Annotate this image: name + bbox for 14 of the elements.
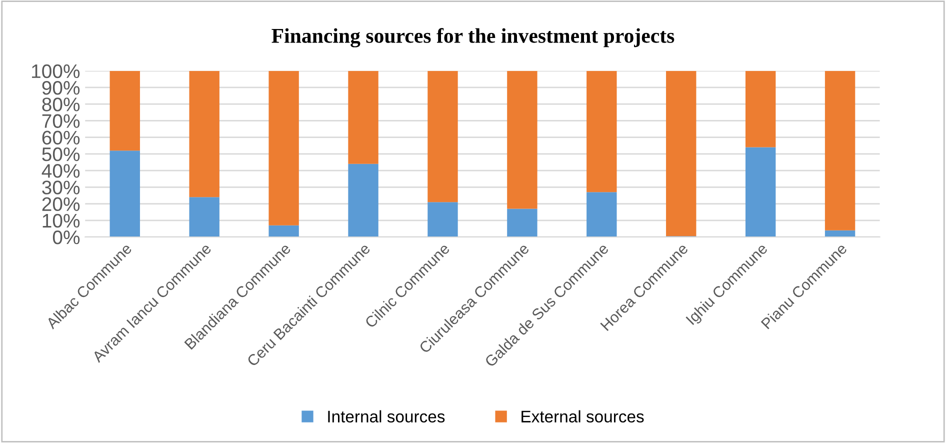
y-tick-label: 30% xyxy=(42,180,80,194)
y-tick-label: 100% xyxy=(32,64,80,78)
y-tick-label: 80% xyxy=(42,98,80,112)
chart-title: Financing sources for the investment projects xyxy=(272,28,674,48)
legend-label: External sources xyxy=(522,410,644,422)
y-tick-label: 20% xyxy=(42,197,80,212)
y-tick-label: 50% xyxy=(42,147,80,162)
y-tick-label: 70% xyxy=(42,114,80,128)
legend-label: Internal sources xyxy=(328,410,445,422)
y-tick-label: 60% xyxy=(42,130,80,145)
y-tick-label: 40% xyxy=(42,164,80,178)
y-tick-label: 0% xyxy=(52,230,80,244)
y-tick-label: 10% xyxy=(42,214,80,228)
y-tick-label: 90% xyxy=(42,80,80,95)
